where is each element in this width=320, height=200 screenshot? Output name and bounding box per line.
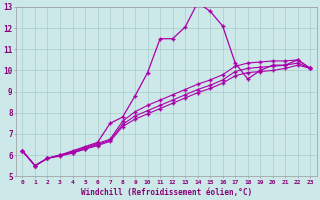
X-axis label: Windchill (Refroidissement éolien,°C): Windchill (Refroidissement éolien,°C) — [81, 188, 252, 197]
